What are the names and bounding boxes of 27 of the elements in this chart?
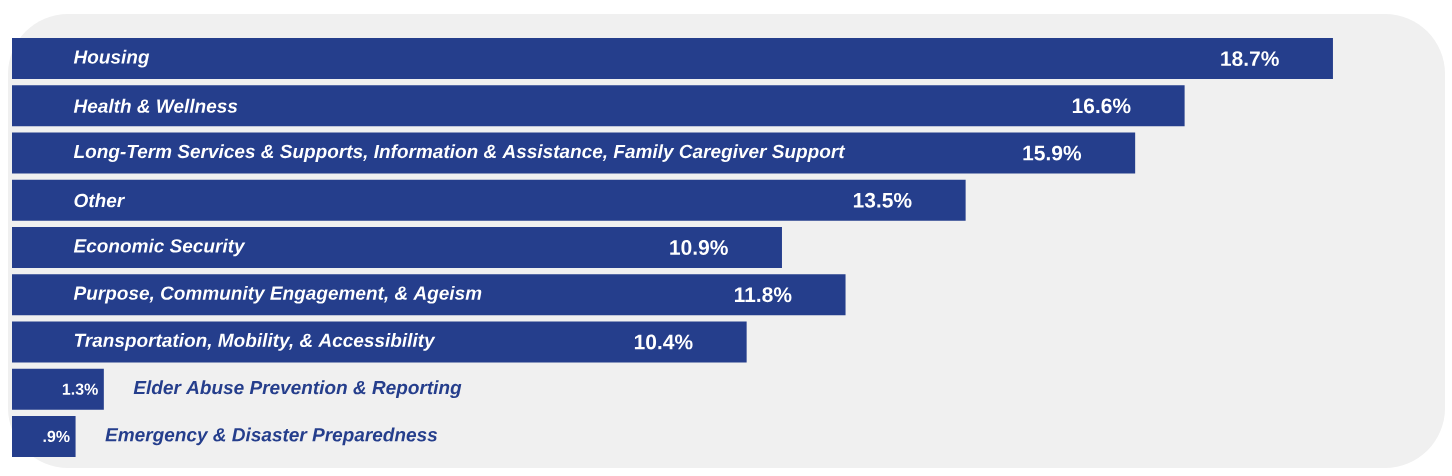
data-label: 13.5% [853, 192, 912, 208]
y-tick-label: Emergency & Disaster Preparedness [105, 427, 438, 446]
data-label: 16.6% [1072, 98, 1131, 114]
y-tick-label: Other [74, 193, 126, 208]
data-label: 15.9% [1023, 145, 1082, 161]
bar [12, 132, 1136, 174]
data-label: 10.9% [670, 240, 728, 255]
bar [12, 38, 1333, 80]
bar [12, 227, 782, 269]
bar [12, 85, 1185, 127]
bar [12, 368, 104, 410]
data-label: .9% [43, 430, 70, 443]
y-tick-label: Elder Abuse Prevention & Reporting [133, 380, 462, 399]
y-tick-label: Transportation, Mobility, & Accessibility [74, 333, 436, 351]
y-tick-label: Housing [73, 49, 150, 68]
y-tick-label: Health & Wellness [73, 98, 238, 113]
y-tick-label: Economic Security [73, 238, 246, 257]
y-tick-label: Long-Term Services & Supports, Information & Assistance, Family Caregiver Support [73, 144, 846, 162]
bar [12, 179, 966, 221]
bar [12, 274, 846, 316]
y-tick-label: Purpose, Community Engagement, & Ageism [73, 285, 482, 304]
data-label: 10.4% [634, 334, 693, 350]
data-label: 18.7% [1221, 51, 1279, 67]
bar [12, 415, 76, 457]
data-label: 11.8% [734, 287, 792, 303]
data-label: 1.3% [62, 383, 98, 395]
bar [12, 321, 747, 363]
